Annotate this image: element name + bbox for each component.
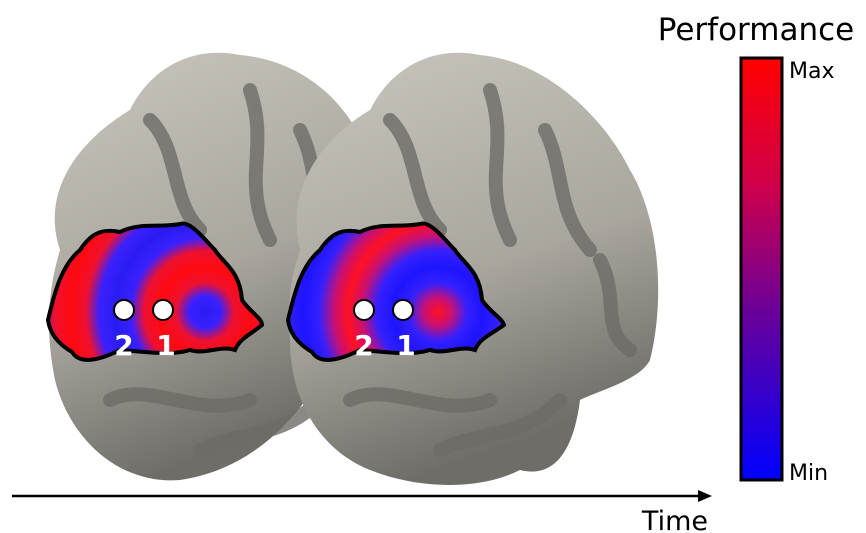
marker: [353, 299, 375, 321]
colorbar-max: Max: [789, 59, 834, 84]
marker-label: 1: [156, 329, 175, 362]
colorbar-min: Min: [789, 461, 828, 486]
marker-label: 2: [354, 329, 373, 362]
marker-label: 1: [396, 329, 415, 362]
colorbar: [739, 56, 784, 482]
axis-label: Time: [641, 506, 708, 533]
marker: [152, 299, 174, 321]
colorbar-title: Performance: [658, 12, 854, 48]
brain-surface: 2 1: [45, 52, 373, 481]
brain-surface: 2 1: [285, 52, 659, 485]
arrow-head: [698, 490, 712, 502]
marker: [392, 299, 414, 321]
marker-label: 2: [114, 329, 133, 362]
marker: [113, 299, 135, 321]
